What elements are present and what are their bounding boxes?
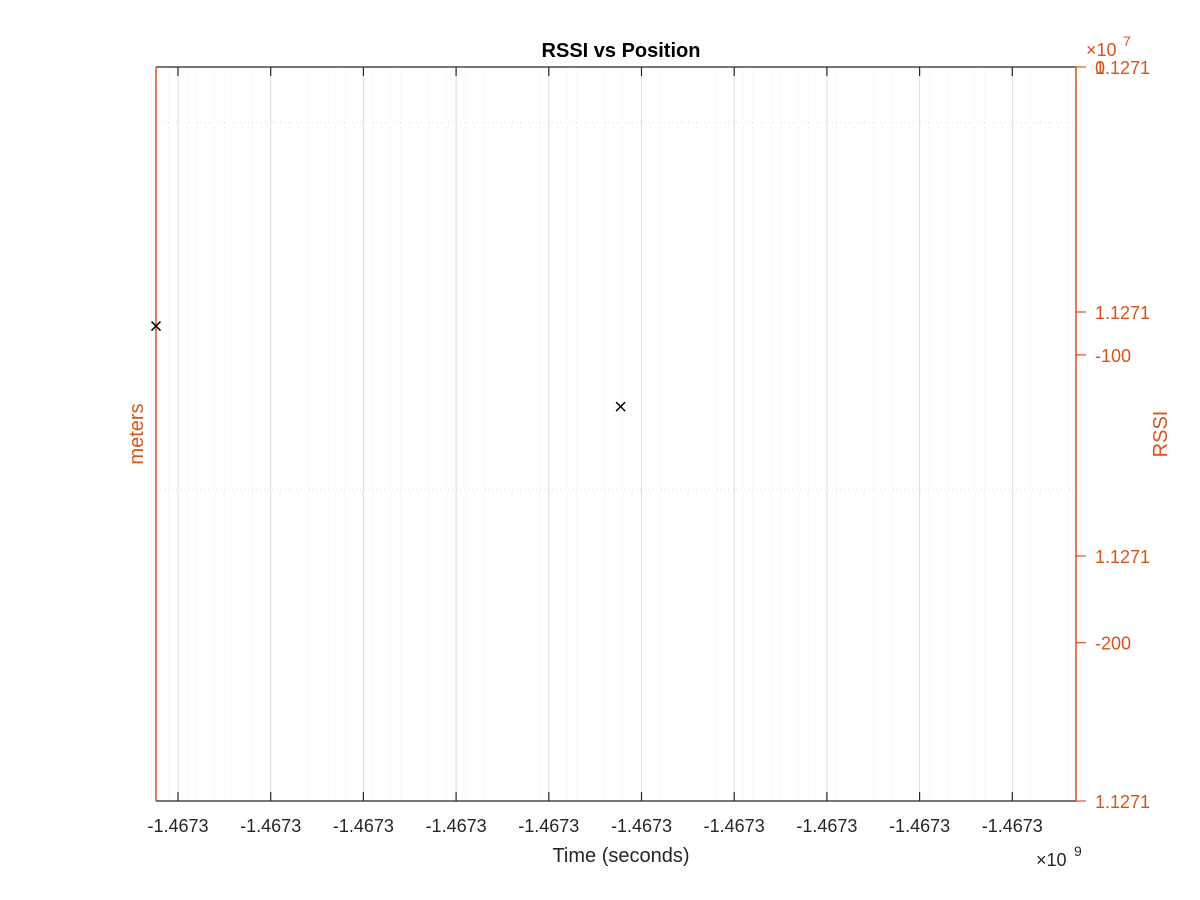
x-tick-label: -1.4673 [704, 816, 765, 836]
grid-layer [156, 67, 1076, 801]
data-point-marker [615, 401, 626, 412]
x-tick-label: -1.4673 [518, 816, 579, 836]
right-inner-tick-label: -100 [1095, 346, 1131, 366]
right-inner-zero-label: 0 [1095, 58, 1105, 78]
data-point-marker [150, 321, 162, 332]
x-tick-label: -1.4673 [426, 816, 487, 836]
x-tick-label: -1.4673 [147, 816, 208, 836]
y-axis-left-label: meters [126, 403, 148, 464]
marker-stroke [150, 321, 162, 332]
x-tick-label: -1.4673 [333, 816, 394, 836]
right-outer-tick-label: 1.1271 [1095, 58, 1150, 78]
x-tick-label: -1.4673 [796, 816, 857, 836]
ticks-layer: -1.4673 -1.4673 -1.4673 -1.4673 -1.4673 -1.46… [147, 58, 1150, 836]
y-exponent-power: 7 [1123, 33, 1131, 49]
x-tick-label: -1.4673 [982, 816, 1043, 836]
x-axis-label: Time (seconds) [552, 845, 689, 867]
x-exponent-base: ×10 [1036, 850, 1067, 870]
right-outer-tick-label: 1.1271 [1095, 792, 1150, 812]
right-outer-tick-label: 1.1271 [1095, 303, 1150, 323]
x-tick-label: -1.4673 [240, 816, 301, 836]
x-tick-label: -1.4673 [611, 816, 672, 836]
marks-layer [150, 321, 626, 412]
axes-layer [155, 66, 1077, 802]
marker-stroke [615, 401, 626, 412]
right-outer-tick-label: 1.1271 [1095, 547, 1150, 567]
x-tick-label: -1.4673 [889, 816, 950, 836]
y-axis-right-label: RSSI [1150, 411, 1172, 458]
y-exponent-base: ×10 [1086, 40, 1117, 60]
chart-title: RSSI vs Position [542, 40, 701, 62]
right-inner-tick-label: -200 [1095, 634, 1131, 654]
x-exponent-power: 9 [1074, 843, 1082, 859]
